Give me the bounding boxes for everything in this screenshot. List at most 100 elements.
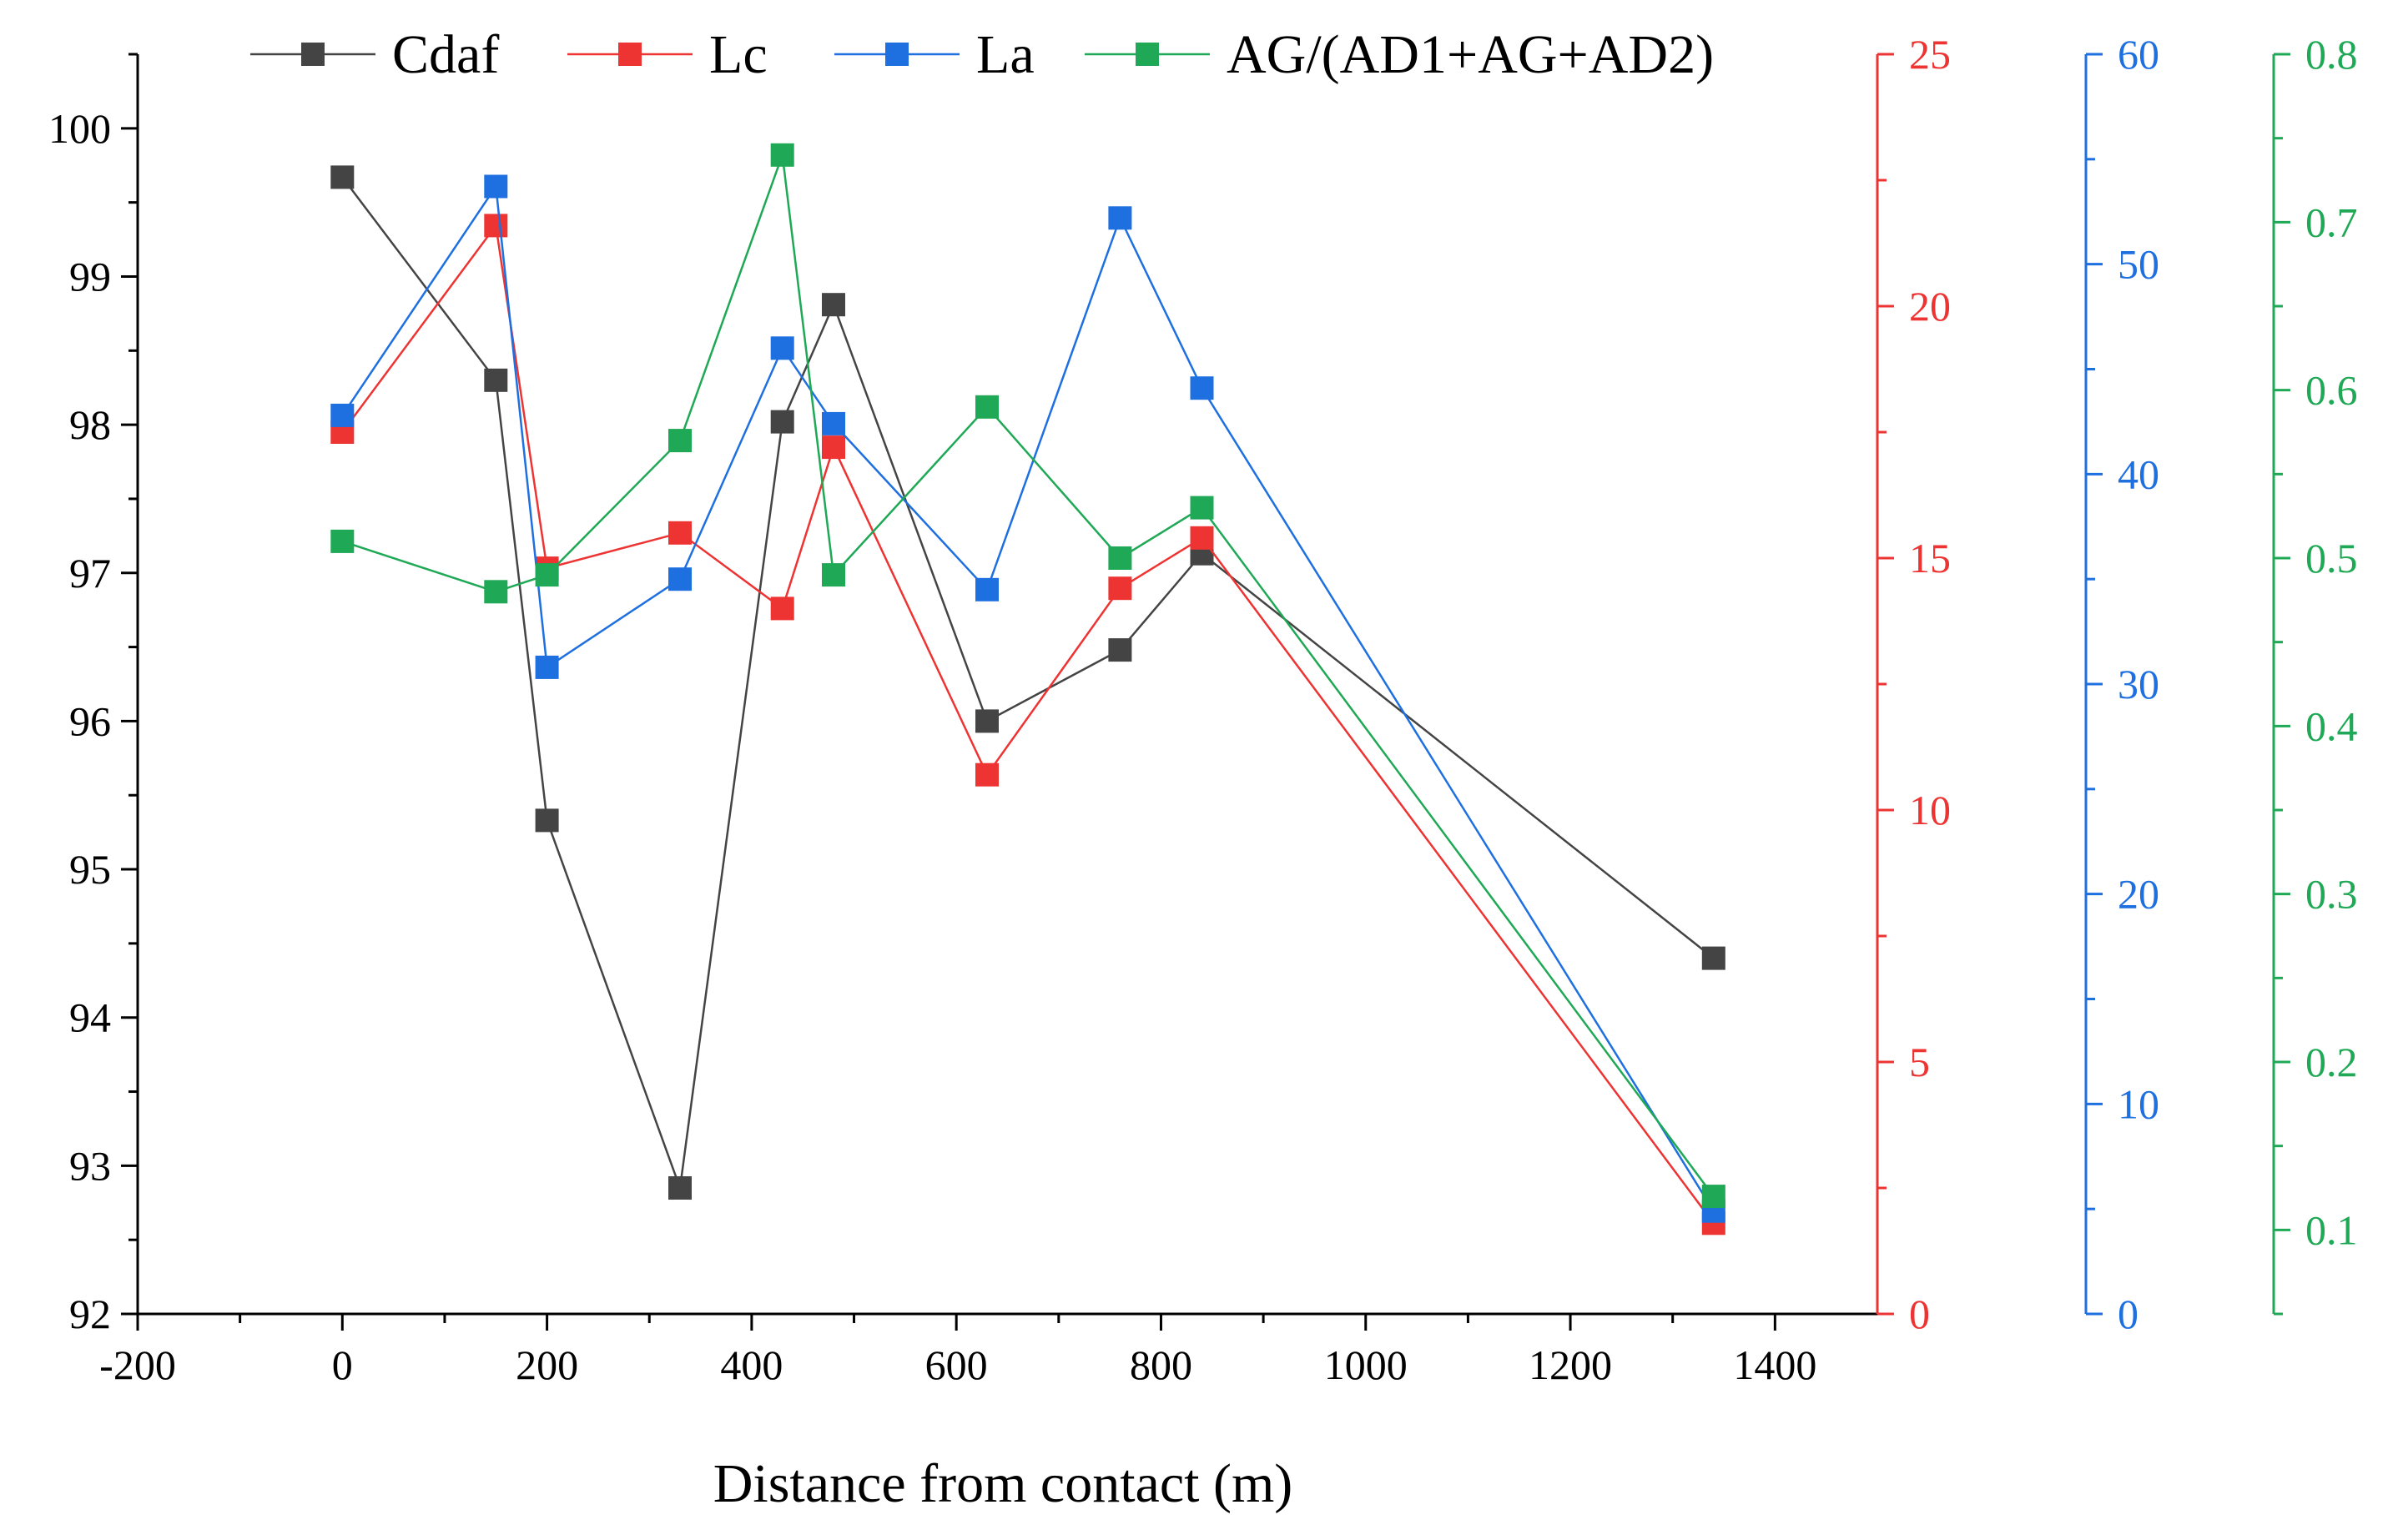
legend: Cdaf Lc La AG/(AD1+AG+AD2) — [250, 24, 1714, 85]
data-point-Cdaf — [1108, 638, 1132, 662]
y-tick-label-red: 10 — [1909, 787, 1951, 833]
data-point-Lc — [1108, 576, 1132, 601]
x-tick-label: 0 — [332, 1341, 353, 1388]
series-La — [330, 174, 1725, 1223]
x-tick-label: 600 — [925, 1341, 988, 1388]
data-point-La — [484, 174, 508, 199]
legend-marker — [618, 43, 642, 66]
y-tick-label-left: 94 — [69, 994, 111, 1041]
y-tick-label-green: 0.7 — [2305, 199, 2358, 245]
y-axis-blue: 0 10 20 30 40 50 60 — [2084, 31, 2159, 1337]
series-line-Cdaf — [341, 176, 1715, 1189]
y-tick-label-blue: 40 — [2118, 450, 2159, 497]
y-tick-label-left: 93 — [69, 1142, 111, 1189]
data-point-Cdaf — [975, 709, 999, 733]
data-point-Lc — [1190, 526, 1214, 550]
data-point-La — [330, 403, 355, 427]
data-point-Cdaf — [1701, 946, 1725, 970]
y-axis-left: 92 93 94 95 96 97 98 99 100 — [48, 53, 139, 1337]
legend-item-Cdaf: Cdaf — [250, 24, 499, 85]
x-tick-label: 1200 — [1529, 1341, 1612, 1388]
data-point-La — [1108, 206, 1132, 230]
data-point-Lc — [822, 435, 845, 460]
data-point-La — [1190, 376, 1214, 400]
series-Lc — [330, 214, 1725, 1236]
x-tick-label: 400 — [720, 1341, 783, 1388]
y-tick-label-blue: 0 — [2118, 1291, 2139, 1337]
y-tick-label-green: 0.2 — [2305, 1039, 2358, 1085]
data-point-AG/(AD1+AG+AD2) — [535, 563, 559, 587]
y-tick-label-green: 0.1 — [2305, 1206, 2358, 1253]
y-tick-label-blue: 20 — [2118, 871, 2159, 918]
data-point-AG/(AD1+AG+AD2) — [975, 395, 999, 419]
y-tick-label-left: 100 — [48, 105, 111, 152]
x-tick-label: 1400 — [1733, 1341, 1816, 1388]
legend-label: Cdaf — [392, 24, 499, 85]
y-tick-label-left: 97 — [69, 550, 111, 596]
data-point-AG/(AD1+AG+AD2) — [822, 563, 845, 587]
data-point-La — [975, 577, 999, 601]
series-Cdaf — [330, 165, 1725, 1200]
data-point-AG/(AD1+AG+AD2) — [330, 529, 355, 553]
y-tick-label-red: 15 — [1909, 535, 1951, 581]
data-point-AG/(AD1+AG+AD2) — [1190, 496, 1214, 520]
data-point-AG/(AD1+AG+AD2) — [1701, 1185, 1725, 1209]
y-tick-label-red: 20 — [1909, 283, 1951, 330]
data-point-Cdaf — [535, 808, 559, 833]
data-point-Lc — [668, 521, 692, 545]
data-point-La — [668, 567, 692, 591]
legend-marker — [885, 43, 909, 66]
y-tick-label-blue: 50 — [2118, 241, 2159, 288]
y-tick-label-red: 25 — [1909, 31, 1951, 78]
series-line-AG/(AD1+AG+AD2) — [341, 154, 1715, 1197]
data-point-Cdaf — [330, 165, 355, 189]
y-tick-label-green: 0.6 — [2305, 367, 2358, 414]
data-point-Cdaf — [668, 1176, 692, 1200]
data-point-Cdaf — [484, 368, 508, 392]
y-tick-label-left: 92 — [69, 1291, 111, 1337]
data-point-La — [535, 655, 559, 679]
legend-label: Lc — [709, 24, 768, 85]
y-tick-label-green: 0.8 — [2305, 31, 2358, 78]
data-point-AG/(AD1+AG+AD2) — [484, 580, 508, 604]
data-point-Lc — [975, 762, 999, 787]
data-point-AG/(AD1+AG+AD2) — [668, 429, 692, 453]
y-axis-red: 0 5 10 15 20 25 — [1876, 31, 1951, 1337]
axes-layer: -200 0 200 400 600 800 1000 1200 140092939495969… — [48, 31, 2358, 1388]
y-tick-label-blue: 60 — [2118, 31, 2159, 78]
series-line-La — [341, 183, 1715, 1212]
series-AG/(AD1+AG+AD2) — [330, 143, 1725, 1209]
y-tick-label-green: 0.4 — [2305, 702, 2358, 749]
x-tick-label: 1000 — [1324, 1341, 1408, 1388]
data-point-AG/(AD1+AG+AD2) — [1108, 546, 1132, 570]
y-tick-label-blue: 30 — [2118, 661, 2159, 707]
legend-item-Lc: Lc — [567, 24, 768, 85]
y-tick-label-green: 0.5 — [2305, 535, 2358, 581]
x-tick-label: 800 — [1130, 1341, 1192, 1388]
series-line-Lc — [341, 223, 1715, 1225]
data-point-La — [822, 411, 845, 435]
y-tick-label-blue: 10 — [2118, 1080, 2159, 1127]
y-tick-label-green: 0.3 — [2305, 871, 2358, 918]
y-tick-label-left: 98 — [69, 401, 111, 448]
x-axis-title: Distance from contact (m) — [713, 1453, 1293, 1514]
legend-marker — [1136, 43, 1159, 66]
y-tick-label-left: 99 — [69, 253, 111, 299]
legend-marker — [301, 43, 325, 66]
legend-item-AG/(AD1+AG+AD2): AG/(AD1+AG+AD2) — [1085, 24, 1714, 85]
legend-label: La — [976, 24, 1035, 85]
y-axis-green: 0.1 0.2 0.3 0.4 0.5 0.6 0.7 0.8 — [2272, 31, 2358, 1316]
y-tick-label-red: 5 — [1909, 1039, 1930, 1085]
legend-label: AG/(AD1+AG+AD2) — [1227, 24, 1714, 85]
x-tick-label: 200 — [516, 1341, 578, 1388]
x-tick-label: -200 — [99, 1341, 176, 1388]
series-layer — [330, 143, 1725, 1236]
data-point-AG/(AD1+AG+AD2) — [770, 143, 794, 167]
data-point-Lc — [484, 214, 508, 238]
data-point-Lc — [770, 596, 794, 621]
y-tick-label-red: 0 — [1909, 1291, 1930, 1337]
legend-item-La: La — [834, 24, 1035, 85]
y-tick-label-left: 95 — [69, 846, 111, 893]
data-point-Cdaf — [770, 410, 794, 434]
